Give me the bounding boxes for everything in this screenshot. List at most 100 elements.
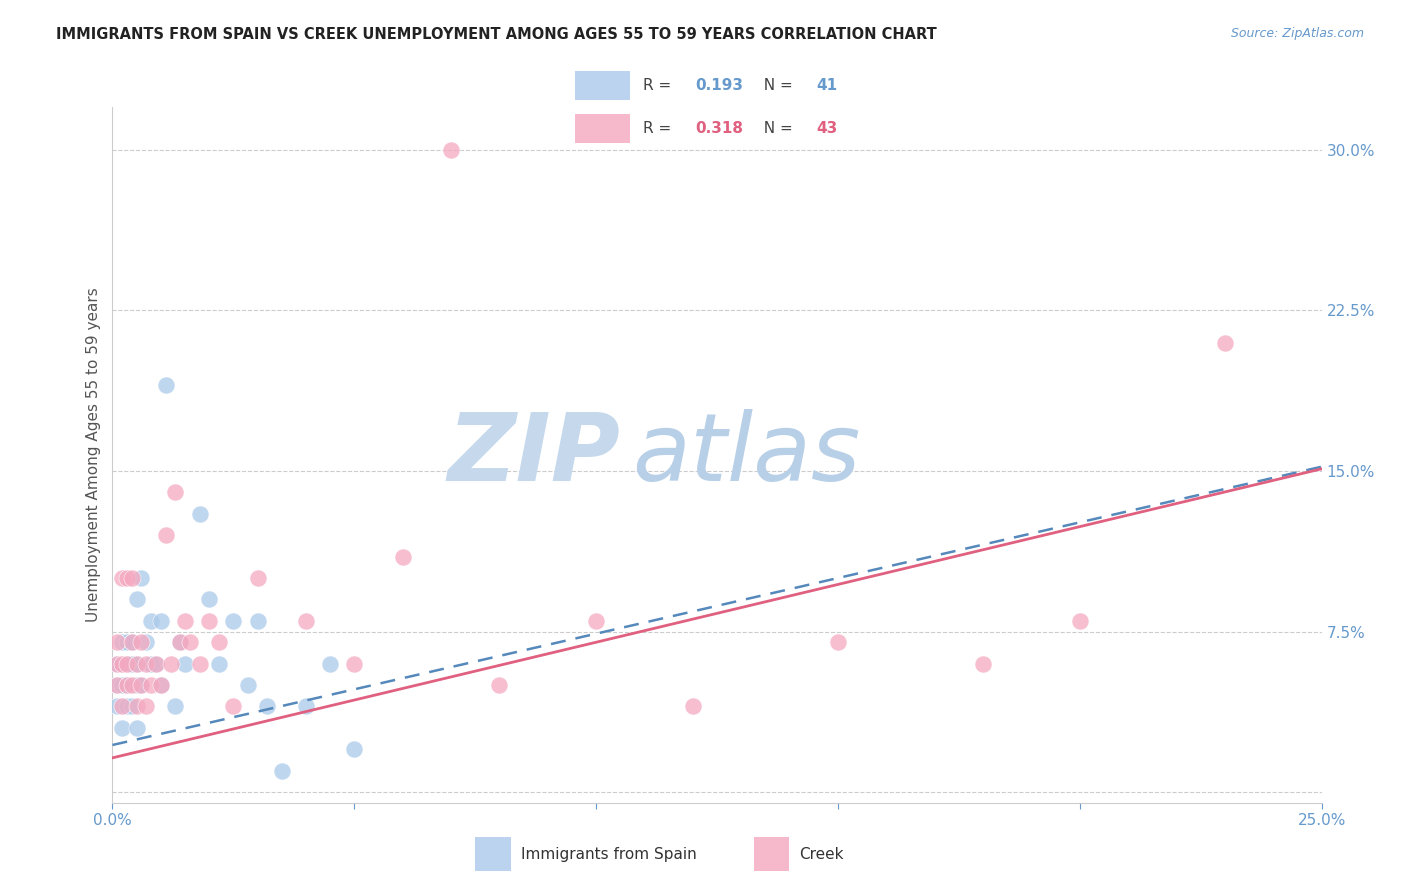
Text: 0.193: 0.193 xyxy=(696,78,744,93)
Point xyxy=(145,657,167,671)
Point xyxy=(246,571,269,585)
Point xyxy=(169,635,191,649)
Point xyxy=(121,635,143,649)
Point xyxy=(222,614,245,628)
Point xyxy=(343,657,366,671)
Point xyxy=(208,657,231,671)
Text: atlas: atlas xyxy=(633,409,860,500)
Point xyxy=(165,699,187,714)
Bar xyxy=(754,837,789,871)
Point xyxy=(111,657,134,671)
Point xyxy=(222,699,245,714)
Bar xyxy=(475,837,510,871)
Point xyxy=(105,678,128,692)
Point xyxy=(121,699,143,714)
Text: 41: 41 xyxy=(815,78,837,93)
Point xyxy=(198,592,221,607)
Point xyxy=(149,678,172,692)
Point xyxy=(1213,335,1236,350)
Point xyxy=(111,721,134,735)
Point xyxy=(440,143,463,157)
Point xyxy=(343,742,366,756)
Point xyxy=(115,657,138,671)
Point xyxy=(188,507,211,521)
Point xyxy=(121,635,143,649)
Point xyxy=(1069,614,1091,628)
Point xyxy=(155,528,177,542)
Point xyxy=(149,678,172,692)
Point xyxy=(105,635,128,649)
Text: IMMIGRANTS FROM SPAIN VS CREEK UNEMPLOYMENT AMONG AGES 55 TO 59 YEARS CORRELATIO: IMMIGRANTS FROM SPAIN VS CREEK UNEMPLOYM… xyxy=(56,27,936,42)
Point xyxy=(125,592,148,607)
Point xyxy=(488,678,510,692)
Text: N =: N = xyxy=(754,121,797,136)
Text: 43: 43 xyxy=(815,121,838,136)
Point xyxy=(149,614,172,628)
Point xyxy=(159,657,181,671)
Text: Creek: Creek xyxy=(799,847,844,862)
Point xyxy=(972,657,994,671)
Text: Source: ZipAtlas.com: Source: ZipAtlas.com xyxy=(1230,27,1364,40)
Text: N =: N = xyxy=(754,78,797,93)
Point xyxy=(198,614,221,628)
Point xyxy=(236,678,259,692)
Point xyxy=(105,657,128,671)
Point xyxy=(174,614,197,628)
Text: Immigrants from Spain: Immigrants from Spain xyxy=(520,847,696,862)
Point xyxy=(188,657,211,671)
Point xyxy=(256,699,278,714)
Point xyxy=(105,657,128,671)
Point xyxy=(295,614,318,628)
Point xyxy=(105,678,128,692)
Point xyxy=(179,635,201,649)
Point xyxy=(115,571,138,585)
Point xyxy=(131,571,153,585)
Point xyxy=(125,657,148,671)
Point xyxy=(246,614,269,628)
Point xyxy=(135,657,157,671)
Point xyxy=(125,699,148,714)
Point xyxy=(174,657,197,671)
Point xyxy=(682,699,704,714)
Point xyxy=(111,678,134,692)
Bar xyxy=(575,114,630,143)
Point xyxy=(125,678,148,692)
Point xyxy=(115,635,138,649)
Point xyxy=(115,699,138,714)
Point xyxy=(391,549,413,564)
Point xyxy=(121,678,143,692)
Point xyxy=(111,657,134,671)
Point xyxy=(827,635,849,649)
Y-axis label: Unemployment Among Ages 55 to 59 years: Unemployment Among Ages 55 to 59 years xyxy=(86,287,101,623)
Point xyxy=(155,378,177,392)
Point xyxy=(115,657,138,671)
Point xyxy=(115,678,138,692)
Point xyxy=(131,678,153,692)
Point xyxy=(208,635,231,649)
Point xyxy=(145,657,167,671)
Text: ZIP: ZIP xyxy=(447,409,620,501)
Point xyxy=(131,678,153,692)
Point xyxy=(270,764,292,778)
Point xyxy=(165,485,187,500)
Point xyxy=(131,635,153,649)
Point xyxy=(125,721,148,735)
Point xyxy=(319,657,342,671)
Text: R =: R = xyxy=(643,121,676,136)
Point xyxy=(141,657,163,671)
Point xyxy=(295,699,318,714)
Point xyxy=(105,699,128,714)
Point xyxy=(121,571,143,585)
Point xyxy=(585,614,607,628)
Point xyxy=(135,699,157,714)
Point xyxy=(169,635,191,649)
Text: 0.318: 0.318 xyxy=(696,121,744,136)
Text: R =: R = xyxy=(643,78,676,93)
Point xyxy=(121,657,143,671)
Point xyxy=(111,635,134,649)
Point xyxy=(125,657,148,671)
Point xyxy=(141,614,163,628)
Point xyxy=(135,635,157,649)
Bar xyxy=(575,71,630,100)
Point xyxy=(141,678,163,692)
